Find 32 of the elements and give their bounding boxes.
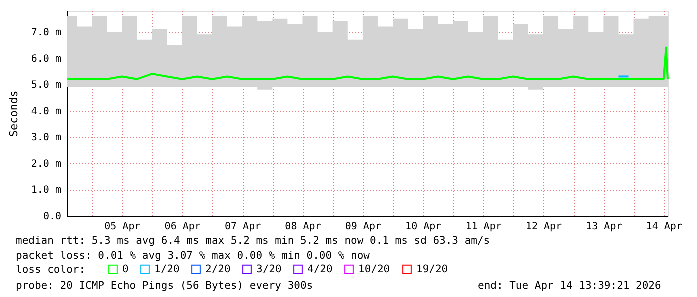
y-tick-label: 4.0 m — [31, 106, 62, 118]
y-tick-label: 3.0 m — [31, 132, 62, 144]
line-series — [66, 46, 669, 80]
legend-label: 3/20 — [256, 264, 282, 276]
text: probe: 20 ICMP Echo Pings (56 Bytes) every 300s — [16, 280, 314, 292]
text: packet loss: 0.01 % avg 3.07 % max 0.00 % min 0.00 % now — [16, 250, 371, 262]
x-tick-label: 07 Apr — [224, 222, 262, 232]
x-tick-label: 08 Apr — [285, 222, 322, 232]
y-axis-title: Seconds — [7, 90, 20, 138]
legend-label: 0 — [122, 264, 129, 276]
legend-label: 2/20 — [206, 264, 231, 276]
legend-title: loss color: — [16, 264, 86, 276]
x-tick-label: 13 Apr — [586, 222, 622, 232]
y-tick-label: 7.0 m — [31, 28, 62, 39]
x-tick-label: 11 Apr — [466, 222, 502, 232]
x-tick-label: 06 Apr — [164, 222, 201, 232]
legend-label: 4/20 — [308, 264, 333, 276]
legend-label: 1/20 — [154, 264, 180, 276]
x-tick-label: 05 Apr — [104, 222, 141, 232]
y-tick-label: 5.0 m — [31, 80, 62, 92]
legend-label: 19/20 — [416, 264, 448, 276]
x-tick-label: 10 Apr — [406, 222, 442, 232]
text: median rtt: 5.3 ms avg 6.4 ms max 5.2 ms min 5.2 ms now 0.1 ms sd 63.3 am/s — [16, 235, 490, 247]
text: end: Tue Apr 14 13:39:21 2026 — [478, 280, 662, 292]
y-tick-label: 0.0 — [43, 212, 62, 222]
legend-label: 10/20 — [358, 264, 390, 276]
x-tick-label: 12 Apr — [526, 222, 562, 232]
x-tick-label: 09 Apr — [345, 222, 382, 232]
y-tick-label: 2.0 m — [31, 158, 62, 170]
y-tick-label: 1.0 m — [31, 185, 62, 196]
x-tick-label: 14 Apr — [646, 222, 682, 232]
y-tick-label: 6.0 m — [31, 54, 62, 65]
